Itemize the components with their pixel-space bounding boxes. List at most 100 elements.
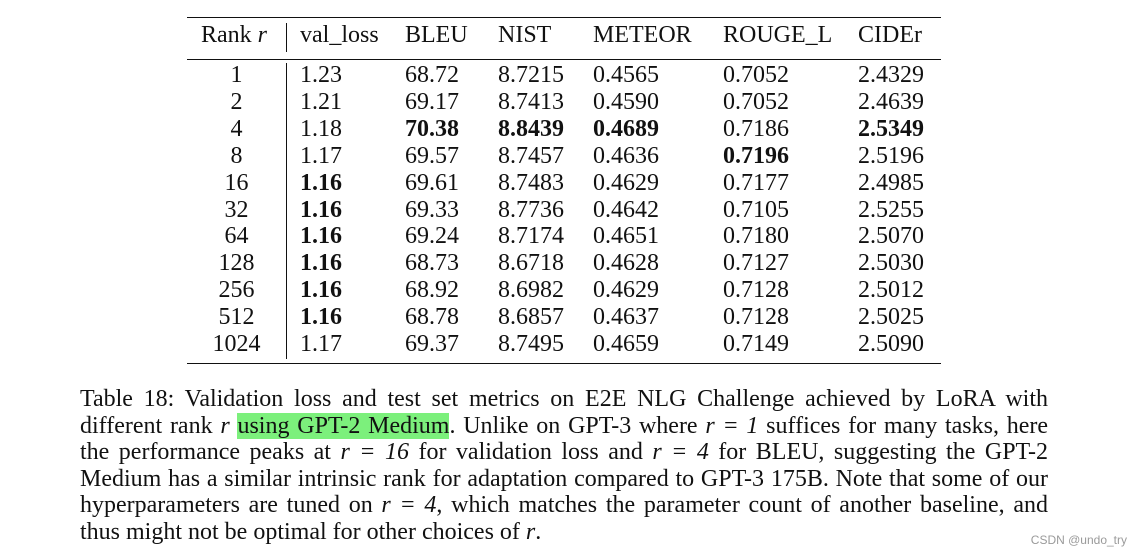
cell-bleu: 69.61 [405,169,459,196]
caption-text: . Unlike on GPT-3 where [449,412,706,439]
cell-nist: 8.7483 [498,169,564,196]
table-bottom-rule [187,363,941,364]
table-row: 512 1.16 68.78 8.6857 0.4637 0.7128 2.5025 [187,304,941,331]
header-meteor: METEOR [593,22,692,48]
header-cider: CIDEr [858,22,922,48]
caption-math: r [220,412,230,439]
cell-cider: 2.4985 [858,169,924,196]
caption-text: , which matches the parameter count of a… [436,492,1048,519]
cell-rouge-l: 0.7180 [723,223,789,250]
caption-line: Medium has a similar intrinsic rank for … [80,465,1048,492]
caption-math: r = 4 [652,439,709,466]
table-row: 128 1.16 68.73 8.6718 0.4628 0.7127 2.5030 [187,250,941,277]
cell-val-loss: 1.16 [300,169,342,196]
table-caption: Table 18: Validation loss and test set m… [80,386,1048,546]
cell-bleu: 70.38 [405,115,459,142]
cell-rank: 4 [230,115,243,142]
cell-rouge-l: 0.7186 [723,115,789,142]
cell-nist: 8.7495 [498,331,564,357]
cell-cider: 2.5030 [858,250,924,277]
cell-rouge-l: 0.7149 [723,331,789,357]
caption-line: the performance peaks at r = 16 for vali… [80,439,1048,466]
cell-cider: 2.5349 [858,115,924,142]
caption-text: suffices for many tasks, here [758,412,1049,439]
cell-rank: 64 [224,223,249,250]
cell-val-loss: 1.21 [300,88,342,115]
cell-val-loss: 1.16 [300,304,342,331]
cell-val-loss: 1.16 [300,223,342,250]
cell-meteor: 0.4636 [593,142,659,169]
table-row: 64 1.16 69.24 8.7174 0.4651 0.7180 2.5070 [187,223,941,250]
cell-rouge-l: 0.7052 [723,88,789,115]
cell-bleu: 69.17 [405,88,459,115]
cell-rank: 256 [218,277,255,304]
cell-cider: 2.5070 [858,223,924,250]
cell-rank: 1024 [212,331,261,357]
cell-bleu: 69.24 [405,223,459,250]
cell-nist: 8.7457 [498,142,564,169]
caption-line: thus might not be optimal for other choi… [80,519,1048,546]
cell-nist: 8.8439 [498,115,564,142]
cell-rank: 16 [224,169,249,196]
cell-rouge-l: 0.7196 [723,142,789,169]
body-divider [286,63,287,359]
cell-nist: 8.7736 [498,196,564,223]
caption-math: r = 1 [705,412,759,439]
cell-bleu: 68.92 [405,277,459,304]
cell-meteor: 0.4651 [593,223,659,250]
caption-text: thus might not be optimal for other choi… [80,518,526,545]
caption-text: the performance peaks at [80,439,341,466]
cell-cider: 2.5255 [858,196,924,223]
table-row: 2 1.21 69.17 8.7413 0.4590 0.7052 2.4639 [187,89,941,116]
cell-cider: 2.5025 [858,304,924,331]
table-top-rule [187,17,941,18]
caption-math: r [525,518,536,545]
table-header-rule [187,59,941,60]
cell-meteor: 0.4629 [593,277,659,304]
cell-rank: 128 [218,250,255,277]
cell-rouge-l: 0.7128 [723,277,789,304]
header-divider [286,23,287,52]
header-rank-var: r [257,22,268,48]
cell-val-loss: 1.16 [300,250,342,277]
cell-cider: 2.4639 [858,88,924,115]
cell-nist: 8.7215 [498,62,564,88]
cell-rank: 512 [218,304,255,331]
cell-meteor: 0.4629 [593,169,659,196]
table-row: 16 1.16 69.61 8.7483 0.4629 0.7177 2.4985 [187,170,941,197]
cell-rank: 2 [230,88,243,115]
cell-rouge-l: 0.7105 [723,196,789,223]
header-val-loss: val_loss [300,22,379,48]
cell-meteor: 0.4689 [593,115,659,142]
cell-rank: 8 [230,142,243,169]
cell-cider: 2.4329 [858,62,924,88]
caption-line: different rank r using GPT-2 Medium. Unl… [80,412,1049,440]
caption-text: for BLEU, suggesting the GPT-2 [708,439,1048,466]
header-bleu: BLEU [405,22,468,48]
table-body: 1 1.23 68.72 8.7215 0.4565 0.7052 2.4329 2 1.21 6… [187,62,941,360]
cell-rank: 1 [230,62,243,88]
table-row: 4 1.18 70.38 8.8439 0.4689 0.7186 2.5349 [187,116,941,143]
cell-cider: 2.5090 [858,331,924,357]
table-row: 1 1.23 68.72 8.7215 0.4565 0.7052 2.4329 [187,62,941,89]
cell-meteor: 0.4565 [593,62,659,88]
cell-meteor: 0.4590 [593,88,659,115]
table-header-row: Rank r val_loss BLEU NIST METEOR ROUGE_L… [187,22,941,54]
cell-bleu: 69.57 [405,142,459,169]
watermark: CSDN @undo_try [1030,533,1127,547]
caption-text: different rank [80,412,221,439]
cell-rouge-l: 0.7177 [723,169,789,196]
cell-nist: 8.6857 [498,304,564,331]
caption-text: hyperparameters are tuned on [80,492,382,519]
caption-line: Table 18: Validation loss and test set m… [80,386,1048,412]
cell-rouge-l: 0.7127 [723,250,789,277]
header-rank: Rank r [201,22,267,49]
caption-text: . [535,518,542,545]
caption-text: for validation loss and [408,439,653,466]
cell-val-loss: 1.23 [300,62,342,88]
cell-bleu: 68.73 [405,250,459,277]
cell-rank: 32 [224,196,249,223]
table-row: 1024 1.17 69.37 8.7495 0.4659 0.7149 2.5090 [187,331,941,358]
cell-nist: 8.6718 [498,250,564,277]
caption-math: r = 16 [340,439,409,466]
